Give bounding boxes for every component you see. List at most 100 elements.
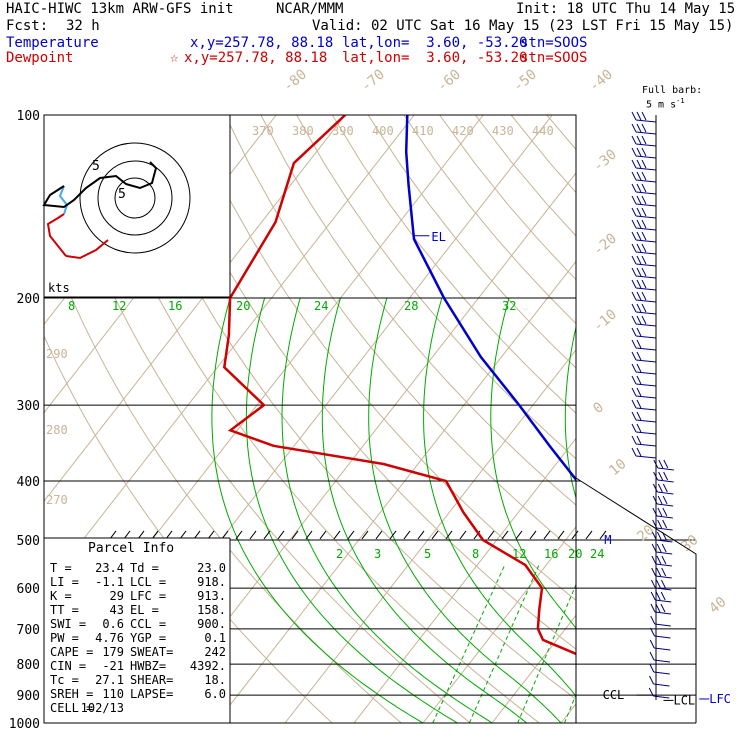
wind-barb-flag <box>650 603 656 613</box>
temperature-legend: Temperature <box>6 35 99 51</box>
parcel-info-cell: TT = <box>50 603 79 617</box>
hatch-mark <box>557 530 565 540</box>
wind-barb <box>654 647 671 651</box>
wind-barb-flag <box>650 615 656 625</box>
parcel-info-cell: 4.76 <box>95 631 124 645</box>
wind-barb <box>635 167 657 171</box>
isotherm-line <box>630 115 740 723</box>
dry-adiabat-line <box>654 115 740 723</box>
parcel-info-cell: 242 <box>204 645 226 659</box>
moist-adiabat-line <box>368 297 562 723</box>
hatch-mark <box>459 530 467 540</box>
wind-barb-flag <box>661 543 667 553</box>
pressure-label: 800 <box>17 658 40 673</box>
hodograph-trace-red-lower <box>65 239 109 260</box>
wind-barbs <box>631 111 674 699</box>
parcel-info-cell: 29 <box>110 589 124 603</box>
hatch-mark <box>277 530 285 540</box>
wind-barb <box>635 275 657 279</box>
mixing-ratio-label: 24 <box>314 299 328 313</box>
pressure-label: 1000 <box>9 717 40 732</box>
wind-barb <box>635 443 657 447</box>
theta-label: 400 <box>372 124 394 138</box>
profile-traces <box>222 115 576 656</box>
wind-barb-flag <box>631 423 637 433</box>
wind-barb-flag <box>650 627 655 637</box>
wind-barb <box>635 347 657 351</box>
dry-adiabat-line <box>81 115 540 723</box>
dewpoint-xy: x,y=257.78, 88.18 <box>184 50 328 66</box>
parcel-info-cell: LAPSE= <box>130 687 173 701</box>
mixing-ratio-lower-label: 5 <box>424 547 431 561</box>
wind-barb-flag <box>641 123 647 133</box>
ccl-label: CCL <box>603 688 625 702</box>
parcel-info-cell: PW = <box>50 631 79 645</box>
temperature-latlon: lat,lon= 3.60, -53.20 <box>342 35 528 51</box>
init-time: Init: 18 UTC Thu 14 May 15 <box>516 1 736 17</box>
parcel-info-cell: LCL = <box>130 575 166 589</box>
wind-barb-flag <box>641 291 647 301</box>
hodograph-ring-1 <box>114 177 156 219</box>
isotherm-label: -80 <box>280 67 310 96</box>
parcel-info-cell: 913. <box>197 589 226 603</box>
barb-legend-title: Full barb: <box>642 85 703 96</box>
wind-barb-flag <box>631 291 637 301</box>
wind-barb-flag <box>641 159 647 169</box>
wind-barb-flag <box>631 375 637 385</box>
hodograph-trace-cyan <box>58 185 69 215</box>
wind-barb-flag <box>641 219 647 229</box>
moist-adiabat-line <box>245 297 458 723</box>
wind-barb <box>656 527 673 531</box>
hatch-mark <box>403 530 411 540</box>
wind-barb-flag <box>636 135 642 145</box>
plot-frame-extension <box>575 477 697 723</box>
isotherm-label: 10 <box>606 456 629 479</box>
wind-barb-flag <box>636 399 642 409</box>
hatch-mark <box>585 530 593 540</box>
wind-barb-flag <box>648 687 654 697</box>
parcel-info-cell: LFC = <box>130 589 166 603</box>
lcl-label: LCL <box>673 693 695 707</box>
wind-barb-flag <box>631 219 637 229</box>
wind-barb <box>635 263 657 267</box>
parcel-info-cell: SREH = <box>50 687 93 701</box>
pressure-label: 900 <box>17 689 40 704</box>
wind-barb-flag <box>631 387 637 397</box>
parcel-info-cell: SWEAT= <box>130 645 173 659</box>
wind-barb-flag <box>636 159 642 169</box>
wind-barb-flag <box>660 591 666 601</box>
wind-barb-flag <box>641 243 647 253</box>
dewpoint-latlon: lat,lon= 3.60, -53.20 <box>342 50 528 66</box>
wind-barb-flag <box>661 555 667 565</box>
wind-barb-flag <box>636 291 642 301</box>
wind-barb-flag <box>636 231 642 241</box>
wind-barb-flag <box>631 231 637 241</box>
wind-barb <box>654 635 671 639</box>
hatch-mark <box>291 530 299 540</box>
wind-barb-flag <box>651 543 657 553</box>
theta-lower-label: 290 <box>46 347 68 361</box>
parcel-info-cell: -21 <box>102 659 124 673</box>
hatch-mark <box>543 530 551 540</box>
pressure-label: 600 <box>17 582 40 597</box>
wind-barb-flag <box>658 459 664 469</box>
pressure-label: 300 <box>17 399 40 414</box>
wind-barb-flag <box>631 195 637 205</box>
wind-barb-flag <box>636 243 642 253</box>
wind-barb-flag <box>649 663 655 673</box>
star-icon: ☆ <box>170 50 179 66</box>
wind-barb <box>654 611 672 615</box>
mixing-ratio-lower-label: 3 <box>374 547 381 561</box>
wind-barb-flag <box>631 183 637 193</box>
parcel-info-cell: 43 <box>110 603 124 617</box>
wind-barb-flag <box>636 123 642 133</box>
dewpoint-station: stn=SOOS <box>520 50 588 66</box>
isotherm-line <box>560 702 576 723</box>
wind-barb <box>635 431 657 435</box>
mixing-ratio-lower-label: 24 <box>590 547 604 561</box>
pressure-label: 700 <box>17 623 40 638</box>
wind-barb-flag <box>641 183 647 193</box>
wind-barb-flag <box>636 279 642 289</box>
wind-barb-flag <box>636 267 642 277</box>
wind-barb-flag <box>631 159 637 169</box>
